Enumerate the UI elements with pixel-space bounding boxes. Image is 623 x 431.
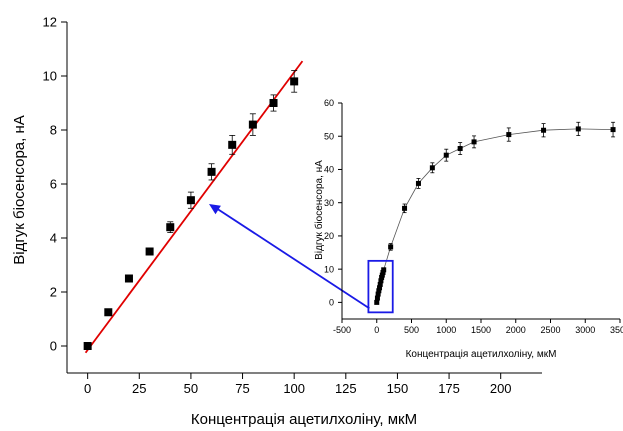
inset-y-tick-label: 40	[324, 165, 334, 175]
main-y-axis-label: Відгук біосенсора, нА	[11, 115, 28, 265]
inset-data-point	[541, 127, 547, 133]
inset-data-point	[457, 146, 463, 152]
main-x-tick-label: 150	[387, 381, 409, 396]
main-x-tick-label: 200	[490, 381, 512, 396]
main-y-tick-label: 6	[50, 177, 57, 192]
inset-data-point	[380, 269, 386, 275]
inset-data-point	[610, 127, 616, 133]
zoom-arrow-head	[209, 204, 221, 215]
main-y-tick-label: 8	[50, 123, 57, 138]
inset-data-point	[471, 139, 477, 145]
main-data-point	[186, 196, 195, 205]
main-data-point	[207, 167, 216, 176]
zoom-arrow	[209, 204, 370, 310]
inset-x-tick-label: -500	[333, 325, 351, 335]
inset-data-point	[377, 281, 383, 287]
inset-data-point	[375, 291, 381, 297]
inset-y-tick-label: 20	[324, 231, 334, 241]
inset-y-axis-label: Відгук біосенсора, нА	[313, 160, 325, 260]
inset-x-tick-label: 2500	[540, 325, 560, 335]
main-x-tick-label: 75	[235, 381, 249, 396]
inset-series-line	[376, 128, 614, 303]
inset-data-point	[377, 285, 383, 291]
main-data-point	[145, 247, 154, 256]
inset-x-axis-label: Концентрація ацетилхоліну, мкМ	[406, 349, 557, 360]
inset-data-point	[429, 165, 435, 171]
inset-data-point	[388, 244, 394, 250]
inset-y-tick-label: 0	[329, 298, 334, 308]
main-fit-line	[84, 60, 304, 354]
inset-zoom-box	[367, 259, 394, 314]
main-data-point	[166, 223, 175, 232]
inset-x-tick-label: 500	[404, 325, 419, 335]
inset-y-tick-label: 60	[324, 98, 334, 108]
main-data-point	[269, 99, 278, 107]
main-y-tick-label: 4	[50, 231, 57, 246]
inset-x-tick-label: 2000	[506, 325, 526, 335]
main-x-tick-label: 25	[132, 381, 146, 396]
main-data-point	[124, 274, 133, 283]
main-x-axis-label: Концентрація ацетилхоліну, мкМ	[191, 411, 417, 428]
main-data-point	[104, 308, 113, 317]
inset-x-tick-label: 0	[374, 325, 379, 335]
inset-data-point	[374, 299, 380, 305]
inset-data-point	[402, 205, 408, 211]
inset-data-point	[374, 295, 380, 301]
inset-data-point	[415, 180, 421, 186]
main-x-tick-label: 0	[84, 381, 91, 396]
inset-y-tick-label: 30	[324, 198, 334, 208]
zoom-arrow-shaft	[215, 207, 370, 310]
inset-x-tick-label: 3000	[575, 325, 595, 335]
inset-y-tick-label: 50	[324, 131, 334, 141]
main-y-tick-label: 0	[50, 339, 57, 354]
main-x-tick-label: 175	[438, 381, 460, 396]
main-data-point	[290, 77, 299, 86]
inset-y-tick-label: 10	[324, 264, 334, 274]
main-data-point	[248, 120, 257, 129]
inset-data-point	[379, 272, 385, 278]
main-y-tick-label: 12	[43, 15, 57, 30]
main-x-tick-label: 50	[184, 381, 198, 396]
main-data-point	[228, 140, 237, 149]
inset-data-point	[443, 152, 449, 158]
inset-data-point	[381, 267, 387, 273]
inset-x-tick-label: 1500	[471, 325, 491, 335]
main-x-tick-label: 100	[283, 381, 305, 396]
inset-x-tick-label: 1000	[436, 325, 456, 335]
main-y-tick-label: 2	[50, 285, 57, 300]
inset-data-point	[376, 288, 382, 294]
inset-data-point	[506, 132, 512, 138]
main-data-point	[83, 342, 92, 350]
main-x-tick-label: 125	[335, 381, 357, 396]
main-y-tick-label: 10	[43, 69, 57, 84]
inset-data-point	[575, 126, 581, 132]
inset-data-point	[378, 278, 384, 284]
